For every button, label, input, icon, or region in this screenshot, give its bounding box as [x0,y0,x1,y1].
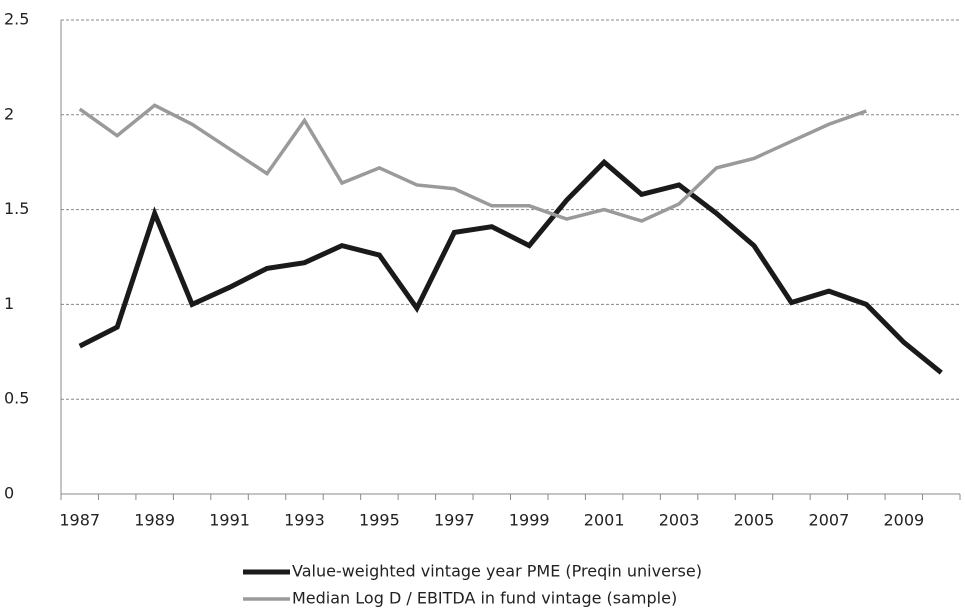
x-tick-label: 1993 [284,511,325,530]
x-tick-label: 2001 [584,511,625,530]
y-tick-label: 0 [4,484,14,503]
series-line [78,158,943,375]
x-tick-label: 2005 [734,511,775,530]
x-tick-label: 2009 [883,511,924,530]
x-tick-label: 1991 [209,511,250,530]
x-tick-label: 1989 [134,511,175,530]
x-tick-label: 2007 [809,511,850,530]
x-tick-label: 1997 [434,511,475,530]
x-tick-label: 1987 [59,511,100,530]
legend-label: Value-weighted vintage year PME (Preqin … [292,562,702,581]
x-tick-label: 1999 [509,511,550,530]
y-tick-label: 1 [4,294,14,313]
legend-label: Median Log D / EBITDA in fund vintage (s… [292,589,677,608]
y-tick-label: 0.5 [4,389,29,408]
x-tick-label: 1995 [359,511,400,530]
y-tick-label: 2.5 [4,10,29,29]
series-line [78,103,867,223]
y-tick-label: 2 [4,104,14,123]
y-tick-label: 1.5 [4,199,29,218]
x-tick-label: 2003 [659,511,700,530]
